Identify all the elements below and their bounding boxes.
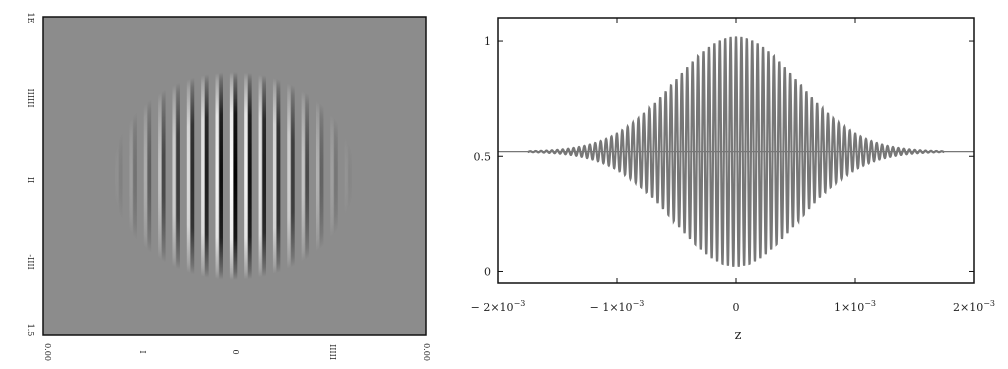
left-y-tick-label: IIIIII [26,89,35,108]
fringe-dark [219,72,223,280]
fringe-dark [161,72,166,280]
fringe-bright [330,72,334,280]
fringe-dark [133,72,137,280]
left-x-tick-label: I [138,350,147,353]
left-y-tick-label: -IIII [26,254,35,269]
fringe-dark [248,72,252,280]
fringe-dark [348,72,353,280]
fringe-bright [359,72,363,280]
fringe-dark [176,72,180,280]
left-y-tick-label: 1E [26,13,35,24]
left-x-tick-label: IIIII [328,344,337,360]
fringe-bright [129,72,133,280]
fringe-bright [215,72,219,280]
x-tick-label: − 2×10−3 [471,299,526,314]
fringe-dark [205,72,209,280]
fringe-bright [344,72,348,280]
fringe-layer [86,72,381,280]
signal-line [527,36,945,267]
left-y-tick-label: II [26,177,35,183]
fringe-bright [301,72,305,280]
fringe-dark [276,72,281,280]
fringe-dark [190,72,195,280]
signal-series [527,36,945,267]
x-tick-label: − 1×10−3 [590,299,645,314]
y-tick-label: 0.5 [474,150,492,163]
fringe-dark [233,72,238,280]
fringe-dark [362,72,367,280]
fringe-bright [143,72,147,280]
x-tick-label: 2×10−3 [953,299,995,314]
fringe-bright [373,72,377,280]
fringe-dark [377,72,381,280]
intensity-line-plot: 00.51 − 2×10−3− 1×10−3 0 1×10−3 2×10−3 z [471,17,995,343]
fringe-dark [118,72,123,280]
fringe-bright [86,72,90,280]
left-x-tick-label: 0.00 [43,343,52,361]
left-x-tick-label: 0.00 [422,343,431,361]
left-x-tick-label: 0 [231,349,240,354]
x-axis-label: z [735,328,742,343]
x-tick-labels: − 2×10−3 − 1×10−3 0 1×10−3 2×10−3 [471,299,995,314]
fringe-dark [262,72,267,280]
fringe-bright [244,72,248,280]
fringe-bright [287,72,291,280]
fringe-bright [315,72,320,280]
fringe-dark [90,72,94,280]
y-tick-labels: 00.51 [474,35,492,278]
fringe-bright [201,72,205,280]
y-tick-label: 1 [484,35,491,48]
fringe-bright [100,72,104,280]
left-x-tick-labels: 0.00 I 0 IIIII 0.00 [43,343,431,361]
fringe-bright [229,72,233,280]
x-tick-label: 1×10−3 [834,299,876,314]
y-tick-label: 0 [484,265,491,278]
fringe-bright [272,72,277,280]
fringe-dark [104,72,109,280]
fringe-dark [147,72,152,280]
fringe-bright [258,72,262,280]
image-frame [42,16,427,336]
fringe-bright [115,72,119,280]
plot-frame [497,17,975,284]
left-y-tick-label: 1.5 [26,324,35,337]
fringe-bright [172,72,176,280]
fringe-dark [305,72,310,280]
x-tick-label: 0 [733,301,740,314]
fringe-dark [334,72,338,280]
fringe-bright [158,72,162,280]
fringe-dark [291,72,295,280]
fringe-dark [319,72,324,280]
fringe-bright [186,72,190,280]
